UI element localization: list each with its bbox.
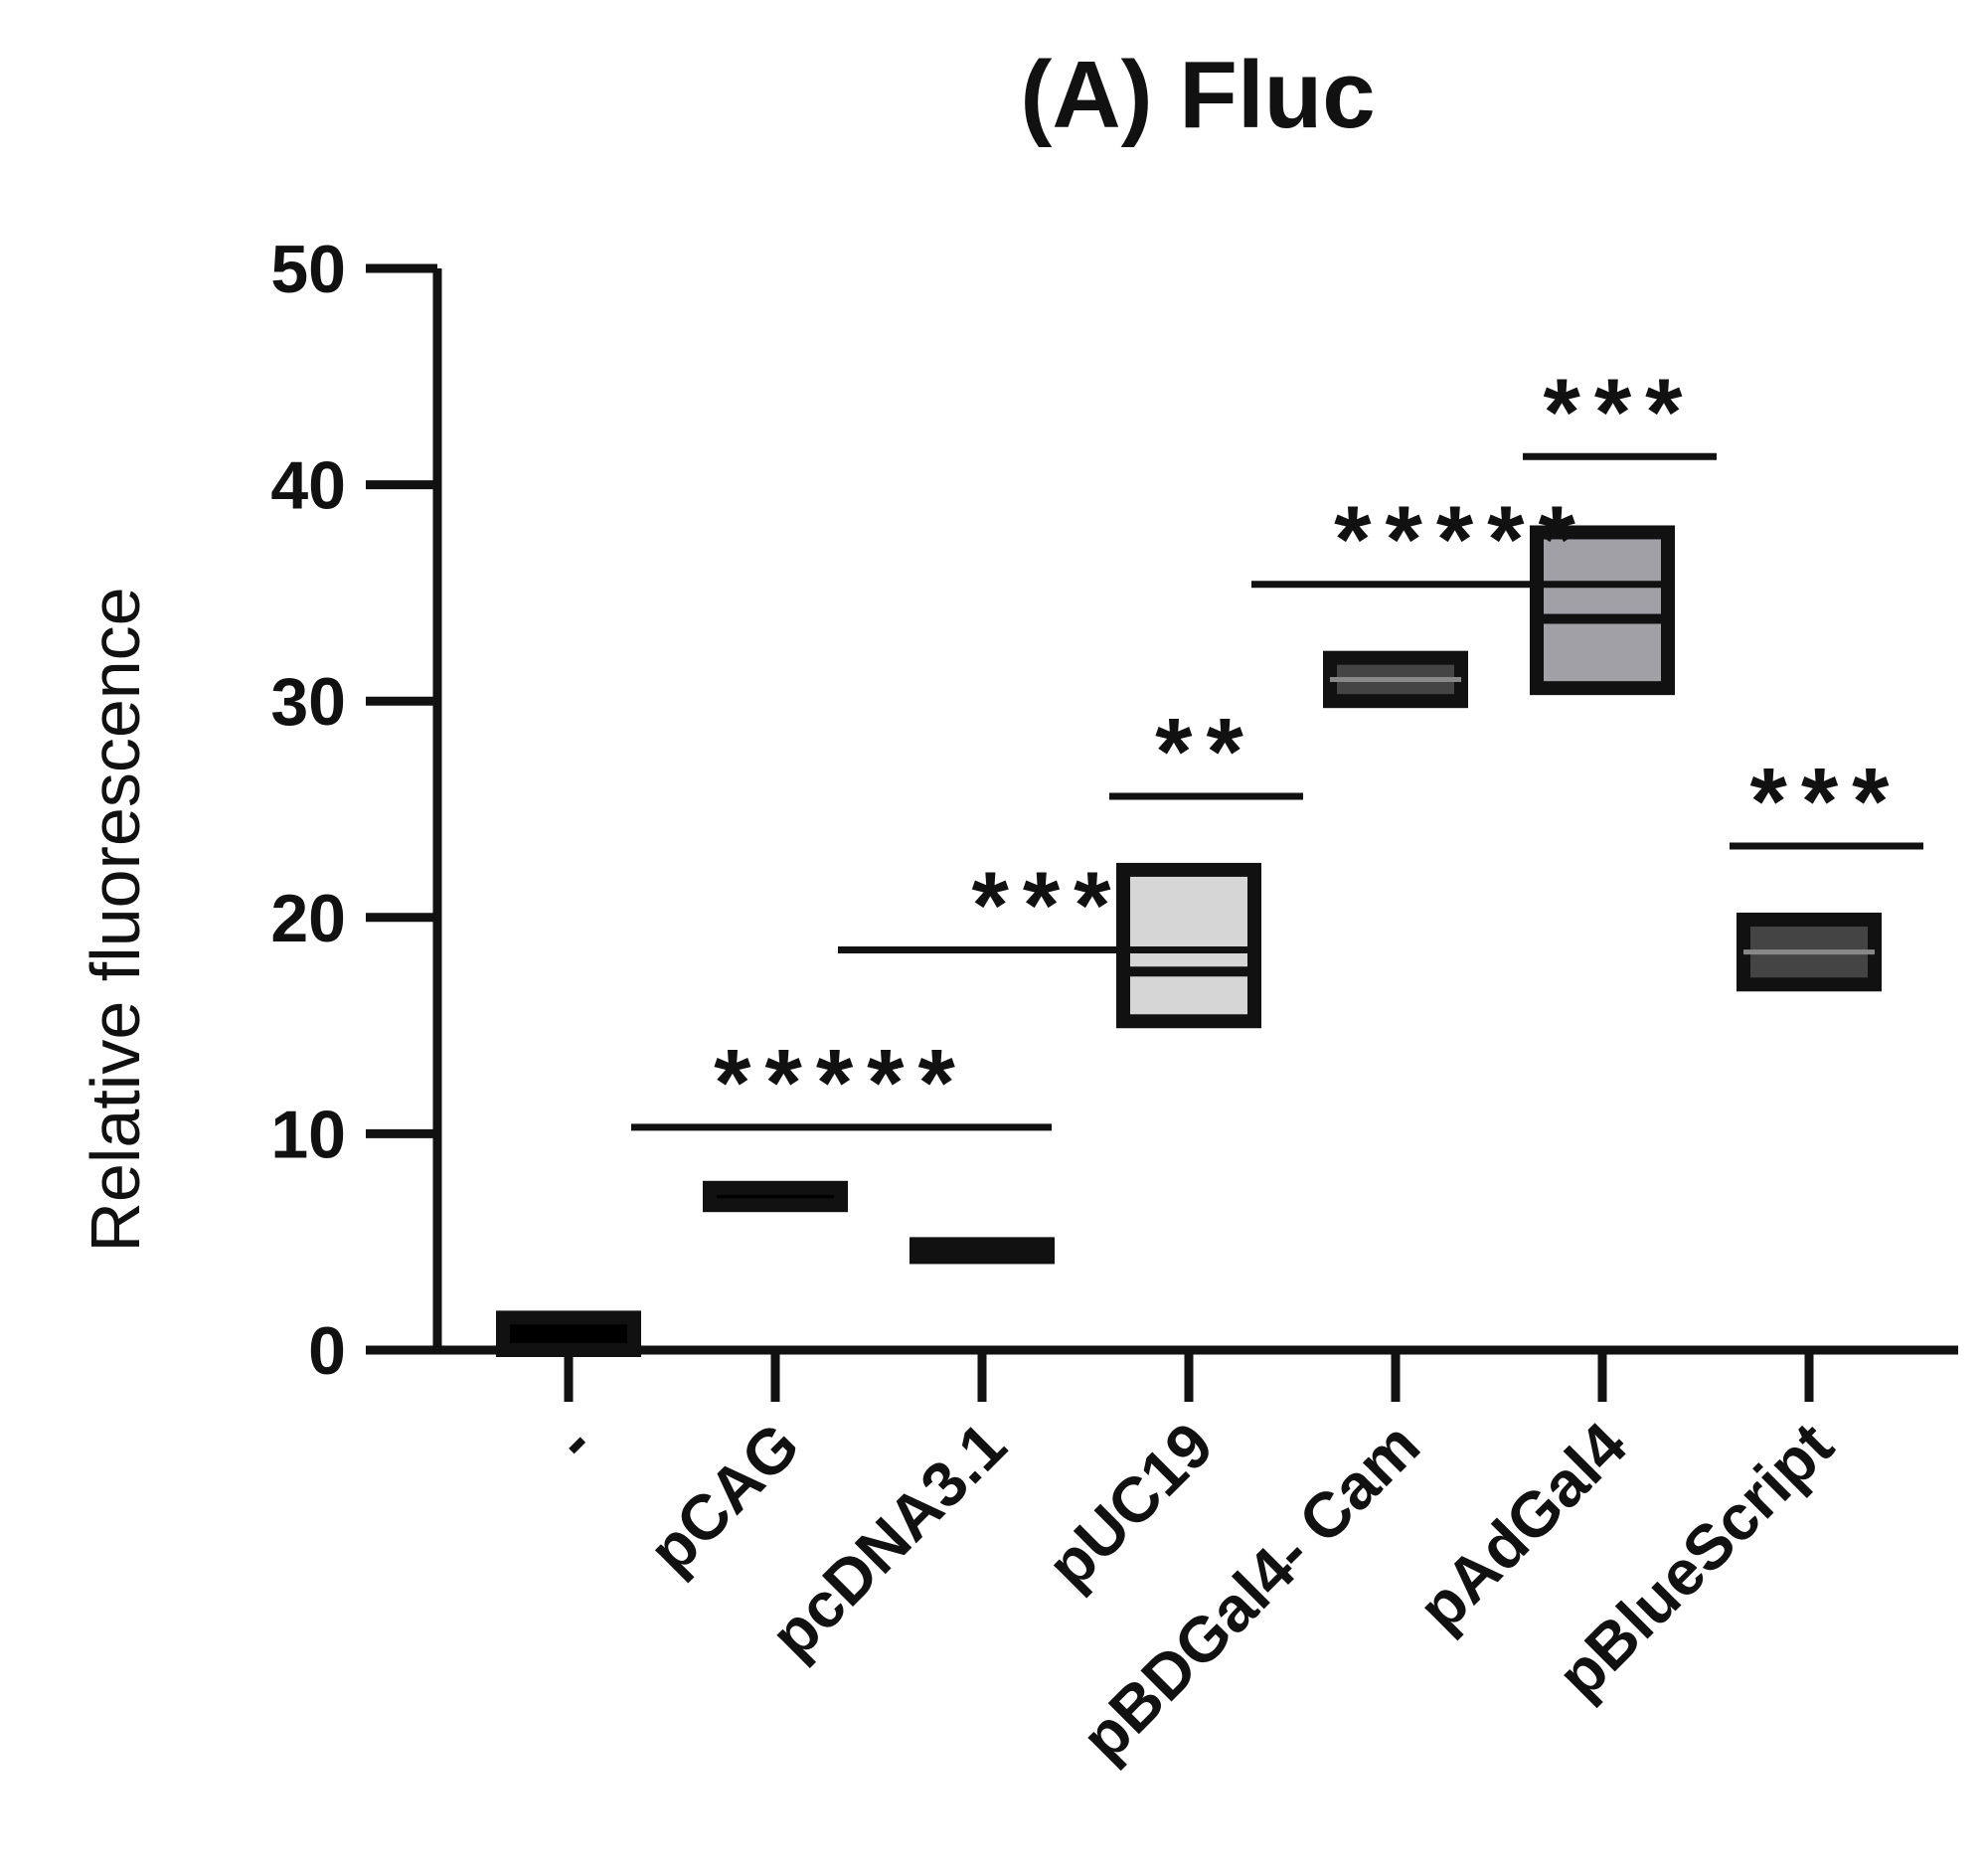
box-rect: [703, 1180, 848, 1213]
box-rect: [910, 1237, 1055, 1265]
significance-3: *****: [1251, 487, 1672, 594]
significance-0: *****: [631, 1030, 1052, 1136]
x-tick-label: -: [541, 1409, 606, 1474]
y-tick-label: 30: [270, 664, 346, 740]
box-1: [703, 1180, 848, 1213]
box-4: [1323, 650, 1468, 709]
significance-5: ***: [1730, 749, 1923, 855]
significance-stars: **: [1155, 699, 1257, 805]
significance-stars: *****: [714, 1030, 969, 1136]
x-tick-label: pCAG: [635, 1409, 813, 1587]
axes: 0 10 20 30 40 50: [270, 232, 1958, 1389]
y-tick-label: 50: [270, 232, 346, 307]
box-rect: [1530, 525, 1675, 696]
box-rect: [1116, 862, 1261, 1029]
box-5: [1530, 525, 1675, 696]
significance-annotations: *********************: [631, 359, 1923, 1136]
box-0: [496, 1310, 641, 1357]
y-axis-label: Relative fluorescence: [77, 587, 154, 1252]
x-tick-label: pUC19: [1034, 1409, 1227, 1602]
y-tick-label: 10: [270, 1097, 346, 1172]
y-tick-label: 0: [308, 1313, 346, 1389]
y-tick-label: 40: [270, 448, 346, 524]
significance-2: **: [1109, 699, 1303, 805]
chart-title: (A) Fluc: [1020, 42, 1375, 148]
significance-stars: ***: [1543, 359, 1696, 465]
significance-stars: *****: [1334, 487, 1589, 594]
significance-stars: ***: [1749, 749, 1902, 855]
box-rect: [496, 1310, 641, 1357]
significance-stars: ***: [971, 852, 1124, 958]
box-6: [1737, 912, 1882, 992]
box-2: [910, 1237, 1055, 1265]
box-3: [1116, 862, 1261, 1029]
y-tick-label: 20: [270, 881, 346, 956]
significance-1: ***: [838, 852, 1258, 958]
significance-4: ***: [1523, 359, 1717, 465]
boxes: [496, 525, 1882, 1357]
